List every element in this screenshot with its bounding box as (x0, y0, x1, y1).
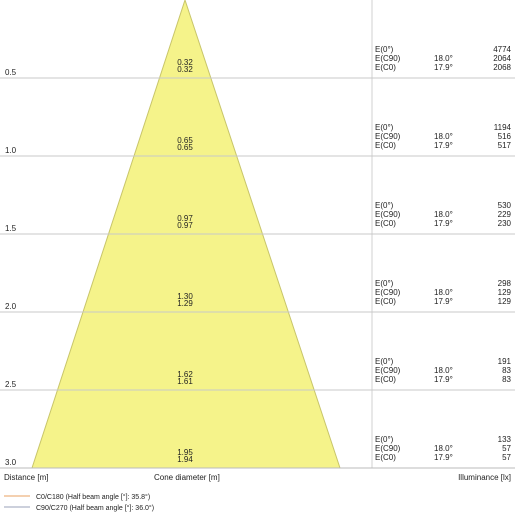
illuminance-label: E(0°) (375, 435, 394, 444)
half-angle-value: 18.0° (434, 132, 453, 141)
illuminance-label: E(C0) (375, 141, 396, 150)
legend-label-c0: C0/C180 (Half beam angle [°]: 35.8°) (36, 493, 150, 501)
distance-label: 2.0 (5, 302, 17, 311)
illuminance-value: 133 (498, 435, 512, 444)
illuminance-value: 230 (498, 219, 512, 228)
illuminance-label: E(C0) (375, 63, 396, 72)
legend: C0/C180 (Half beam angle [°]: 35.8°) C90… (4, 493, 154, 512)
half-angle-value: 18.0° (434, 210, 453, 219)
distance-label: 2.5 (5, 380, 17, 389)
illuminance-value: 298 (498, 279, 512, 288)
illuminance-value: 57 (502, 444, 511, 453)
cone-diameter-c90: 1.94 (177, 455, 193, 464)
illuminance-label: E(C90) (375, 132, 401, 141)
cone-diameter-label: Cone diameter [m] (154, 473, 220, 482)
cone-diameter-c0: 0.65 (177, 136, 193, 145)
illuminance-label: E(0°) (375, 201, 394, 210)
half-angle-value: 17.9° (434, 63, 453, 72)
distance-axis-label: Distance [m] (4, 473, 48, 482)
illuminance-value: 129 (498, 297, 512, 306)
half-angle-value: 18.0° (434, 444, 453, 453)
cone-diameter-c90: 1.29 (177, 299, 193, 308)
distance-label: 3.0 (5, 458, 17, 467)
distance-label: 1.5 (5, 224, 17, 233)
illuminance-label: E(0°) (375, 279, 394, 288)
illuminance-label: E(C90) (375, 444, 401, 453)
half-angle-value: 17.9° (434, 297, 453, 306)
cone-diameter-c0: 0.32 (177, 58, 193, 67)
distance-label: 0.5 (5, 68, 17, 77)
illuminance-label: E(C90) (375, 366, 401, 375)
illuminance-label: Illuminance [lx] (458, 473, 511, 482)
illuminance-value: 2064 (493, 54, 511, 63)
illuminance-label: E(C0) (375, 297, 396, 306)
illuminance-value: 191 (498, 357, 512, 366)
illuminance-value: 229 (498, 210, 512, 219)
illuminance-label: E(C0) (375, 219, 396, 228)
illuminance-value: 4774 (493, 45, 511, 54)
cone-diameter-c90: 0.65 (177, 143, 193, 152)
half-angle-value: 17.9° (434, 375, 453, 384)
illuminance-label: E(0°) (375, 45, 394, 54)
half-angle-value: 18.0° (434, 366, 453, 375)
half-angle-value: 17.9° (434, 141, 453, 150)
half-angle-value: 18.0° (434, 54, 453, 63)
illuminance-value: 129 (498, 288, 512, 297)
illuminance-label: E(C0) (375, 375, 396, 384)
cone-diameter-c0: 1.30 (177, 292, 193, 301)
illuminance-label: E(0°) (375, 123, 394, 132)
illuminance-label: E(0°) (375, 357, 394, 366)
illuminance-label: E(C90) (375, 288, 401, 297)
legend-label-c90: C90/C270 (Half beam angle [°]: 36.0°) (36, 504, 154, 512)
illuminance-value: 517 (498, 141, 512, 150)
cone-diameter-c0: 1.62 (177, 370, 193, 379)
illuminance-value: 83 (502, 366, 511, 375)
cone-diameter-c90: 1.61 (177, 377, 193, 386)
illuminance-label: E(C90) (375, 210, 401, 219)
cone-diameter-c0: 0.97 (177, 214, 193, 223)
illuminance-label: E(C90) (375, 54, 401, 63)
cone-diameter-c90: 0.32 (177, 65, 193, 74)
distance-label: 1.0 (5, 146, 17, 155)
illuminance-value: 530 (498, 201, 512, 210)
cone-diameter-c0: 1.95 (177, 448, 193, 457)
illuminance-value: 57 (502, 453, 511, 462)
rows-group: 0.5 0.320.32 E(0°) 4774 E(C90) 18.0° 2064 E(C0)… (0, 45, 515, 467)
illuminance-value: 516 (498, 132, 512, 141)
half-angle-value: 18.0° (434, 288, 453, 297)
illuminance-value: 1194 (494, 123, 512, 132)
half-angle-value: 17.9° (434, 219, 453, 228)
illuminance-value: 2068 (493, 63, 511, 72)
cone-diameter-c90: 0.97 (177, 221, 193, 230)
illuminance-label: E(C0) (375, 453, 396, 462)
half-angle-value: 17.9° (434, 453, 453, 462)
illuminance-value: 83 (502, 375, 511, 384)
